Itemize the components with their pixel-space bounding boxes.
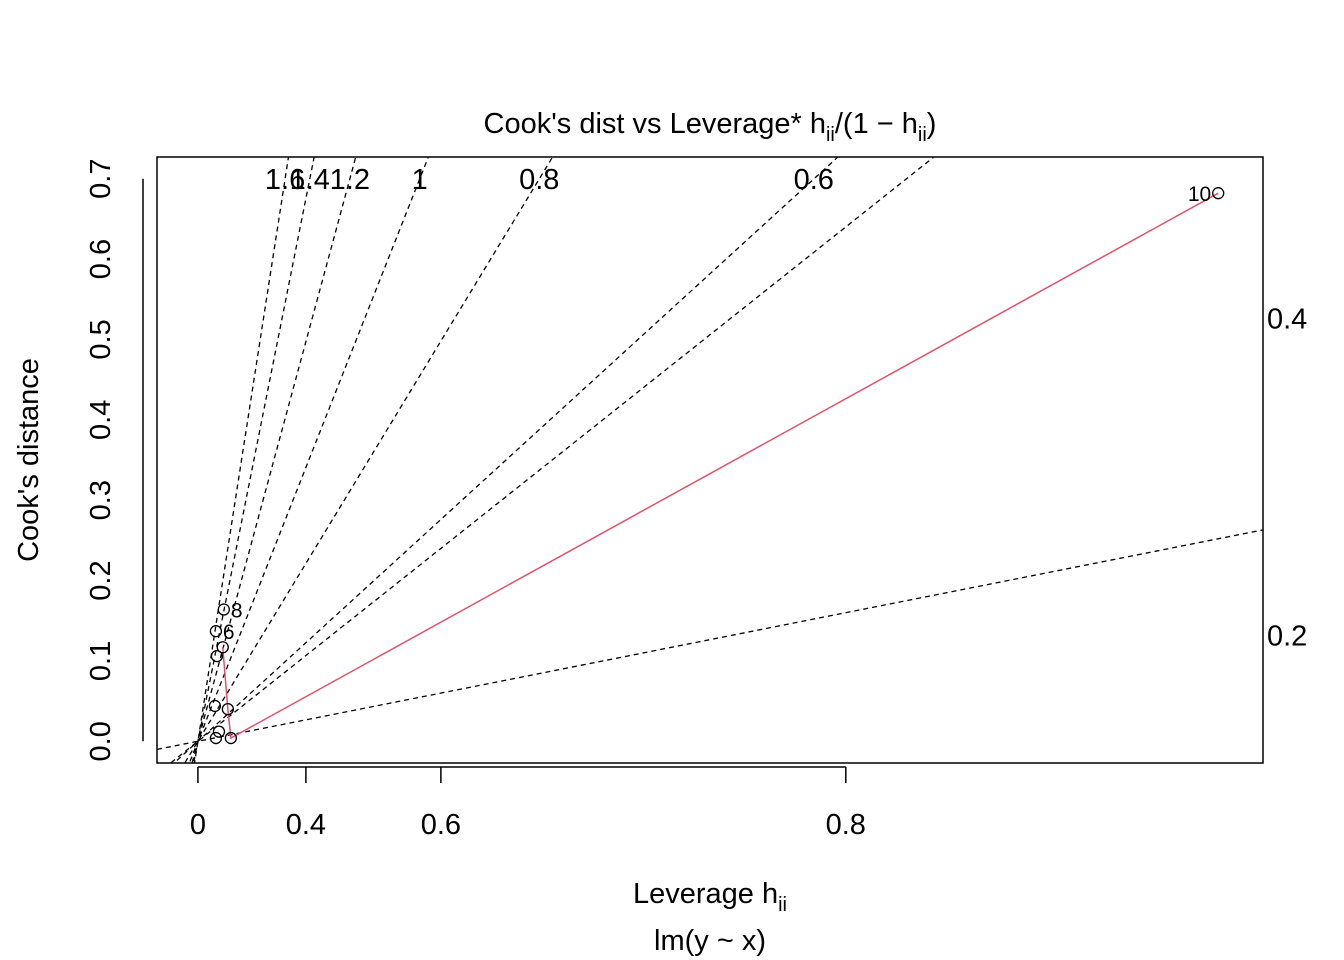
y-axis-label: Cook's distance [13,358,45,562]
chart-title-subscript: ii [918,124,927,146]
contour-label: 1.2 [330,164,370,196]
point-label: 10 [1188,183,1211,206]
point [212,725,226,738]
x-axis-label: Leverage hii [633,878,787,916]
contour-line [191,157,357,763]
contour-label: 1 [412,164,428,196]
chart-title-part: Cook's dist vs Leverage* h [484,108,826,140]
point-label: 8 [231,599,243,622]
point [209,625,223,638]
contour-label: 1.4 [290,164,330,196]
smooth-line [222,192,1219,740]
x-tick-label: 0.8 [826,809,866,841]
contour-label: 0.4 [1267,303,1307,335]
plot-frame [156,156,1264,764]
contour-label: 1.6 [265,164,305,196]
point [1212,187,1225,200]
chart-title-part: /(1 − h [835,108,918,140]
chart-title-subscript: ii [826,124,835,146]
y-tick-label: 0.4 [85,400,117,440]
x-axis-label-subscript: ii [778,894,787,916]
contour-line [169,157,935,763]
x-tick-label: 0 [190,809,206,841]
point [216,641,229,654]
contour-line [183,157,554,763]
point-label: 6 [223,621,235,644]
x-tick-label: 0.4 [286,809,326,841]
chart-title-part: ) [927,108,937,140]
point [221,703,235,716]
point [210,649,224,663]
point [208,699,222,713]
contour-label: 0.6 [794,164,834,196]
contour-label: 0.8 [519,164,559,196]
y-tick-label: 0.7 [85,159,117,199]
point [224,731,238,745]
y-tick-label: 0.6 [85,239,117,279]
point [209,731,223,745]
y-tick-label: 0.3 [85,480,117,520]
y-tick-label: 0.1 [85,641,117,681]
chart-title: Cook's dist vs Leverage* hii/(1 − hii) [484,108,937,146]
y-tick-label: 0.2 [85,560,117,600]
point [217,603,230,616]
contour-label: 0.2 [1267,621,1307,653]
y-tick-label: 0.0 [85,721,117,761]
contour-line [157,529,1263,751]
subtitle: lm(y ~ x) [654,925,766,957]
y-tick-label: 0.5 [85,319,117,359]
x-axis-label-part: Leverage h [633,878,778,910]
contour-line [173,157,839,763]
plot-area [157,157,1263,763]
x-tick-label: 0.6 [421,809,461,841]
